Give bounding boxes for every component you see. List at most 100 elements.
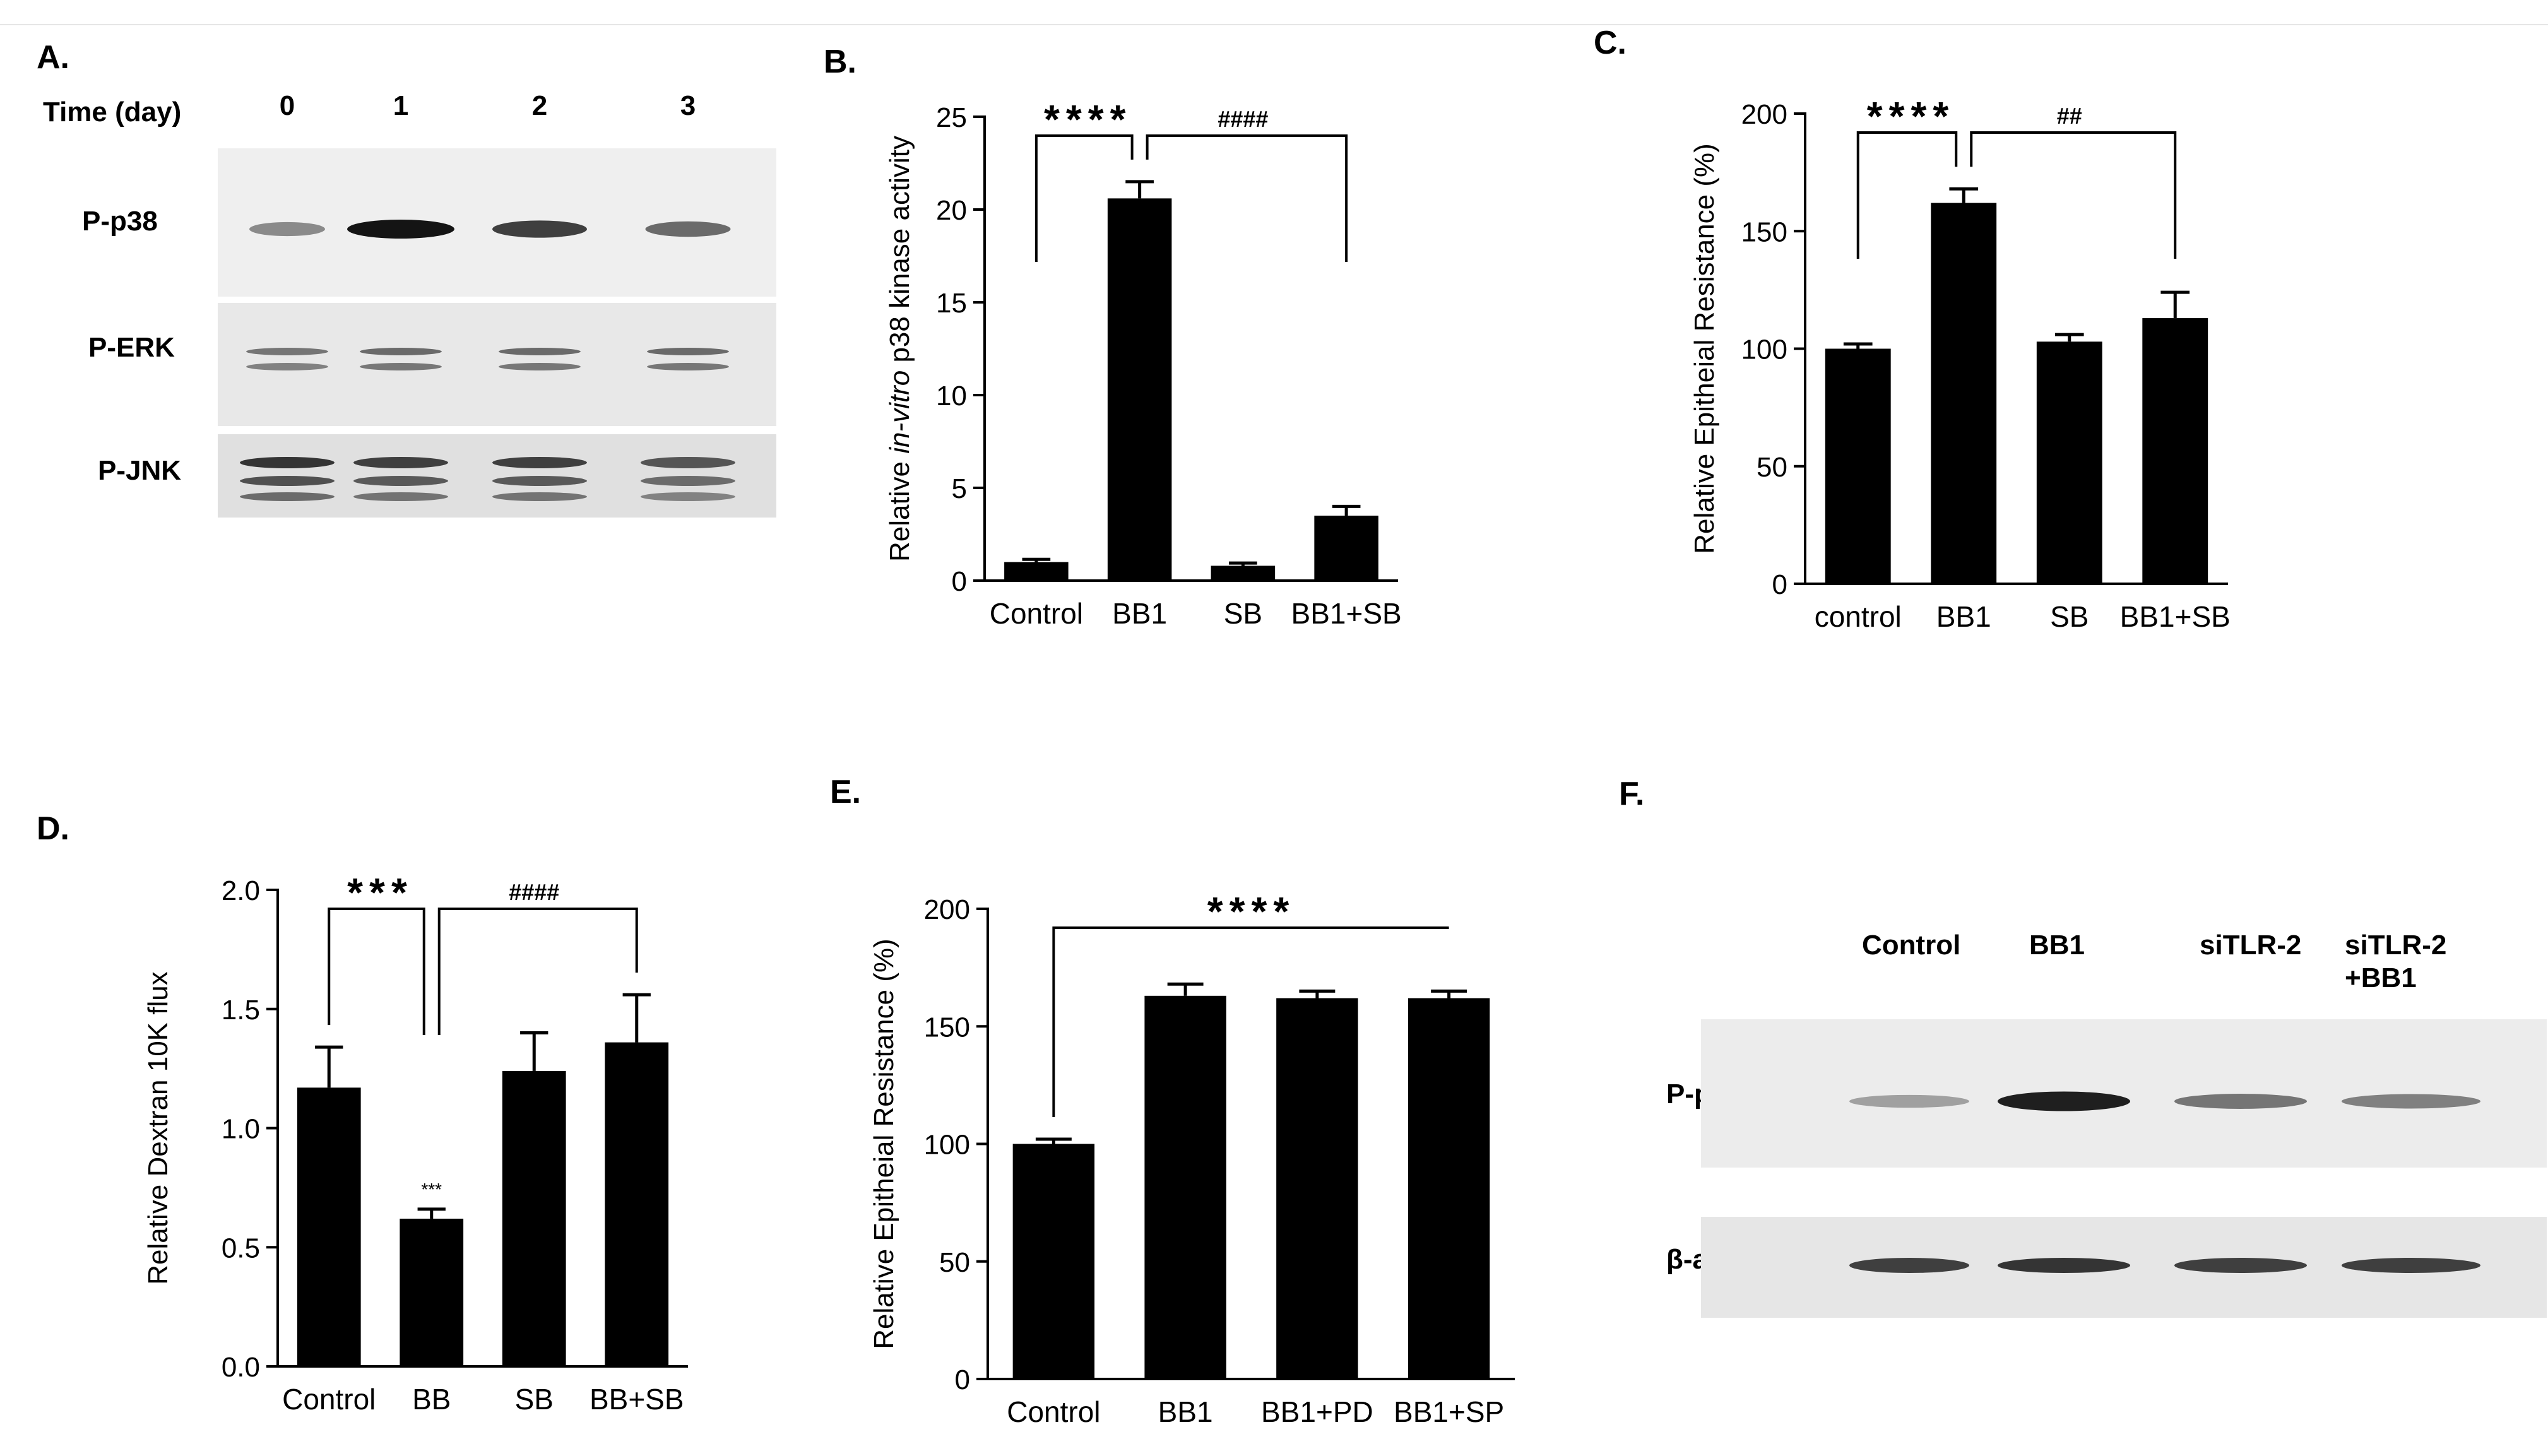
band-p-p38-day3 — [645, 221, 731, 237]
panel-a-western-blot: Time (day) 0 1 2 3 P-p38 P-ERK P-JNK — [43, 90, 776, 518]
band-f-beta-actin-lane0 — [1849, 1258, 1969, 1273]
bar-SB — [502, 1070, 566, 1366]
band-p-erk-lower-day0 — [246, 363, 328, 370]
lane-label-line: +BB1 — [2345, 962, 2417, 993]
band-p-jnk-3-day1 — [353, 492, 448, 501]
band-p-jnk-2-day0 — [240, 476, 335, 486]
bar-BB+SB — [605, 1042, 669, 1366]
y-tick-label: 25 — [936, 102, 967, 133]
significance-label: *** — [347, 870, 413, 915]
panel-f-western-blot: Control BB1 siTLR-2 siTLR-2+BB1 P-p38 β-… — [1666, 930, 2547, 1318]
significance-bracket — [1034, 134, 1134, 262]
y-axis-label: Relative Epitheial Resistance (%) — [1689, 143, 1720, 554]
y-tick-label: 0 — [1772, 569, 1787, 600]
band-p-erk-lower-day1 — [360, 363, 442, 370]
x-tick-label: SB — [515, 1383, 554, 1416]
panel-e-label: E. — [830, 774, 861, 810]
panel-a-label: A. — [37, 39, 69, 76]
band-p-jnk-2-day1 — [353, 476, 448, 486]
blot-row-label-p-p38: P-p38 — [82, 206, 158, 237]
y-tick-label: 15 — [936, 288, 967, 319]
x-tick-label: BB1+SB — [2120, 600, 2231, 633]
band-f-p-p38-lane2 — [2174, 1094, 2307, 1109]
x-tick-label: BB1 — [1112, 597, 1167, 630]
panel-d-bar-chart: 0.0 0.5 1.0 1.5 2.0 Relative Dextran 10K flux… — [143, 870, 688, 1416]
y-tick-label: 1.0 — [222, 1114, 260, 1145]
bar-BB1+PD — [1276, 998, 1358, 1379]
band-p-erk-lower-day3 — [647, 363, 729, 370]
panel-d-label: D. — [37, 810, 69, 847]
band-p-p38-day2 — [492, 220, 587, 238]
y-tick-label: 150 — [1741, 216, 1787, 247]
x-tick-label: BB1 — [1158, 1395, 1213, 1428]
band-p-jnk-1-day2 — [492, 457, 587, 468]
x-tick-label: control — [1815, 600, 1902, 633]
bar-Control — [297, 1087, 361, 1366]
time-label-2: 2 — [532, 90, 547, 121]
lane-label-control: Control — [1862, 930, 1960, 961]
y-axis-label-part: Relative Dextran 10K flux — [143, 971, 174, 1284]
bar-BB1 — [1107, 198, 1172, 581]
y-tick-label: 50 — [939, 1247, 970, 1278]
y-axis-label: Relative in-vitro p38 kinase activity — [884, 136, 915, 562]
bar-BB — [400, 1218, 464, 1366]
significance-label: **** — [1207, 889, 1296, 934]
bar-BB1+SB — [1314, 516, 1378, 581]
y-tick-label: 5 — [952, 473, 967, 504]
significance-bracket — [1970, 131, 2177, 259]
panel-c-label: C. — [1594, 25, 1627, 61]
band-p-jnk-3-day2 — [492, 492, 587, 501]
significance-label: ## — [2057, 103, 2082, 129]
band-p-erk-upper-day2 — [499, 348, 581, 355]
lane-label-line: siTLR-2 — [2345, 930, 2446, 961]
band-p-erk-lower-day2 — [499, 363, 581, 370]
bar-significance-mark: *** — [421, 1180, 442, 1199]
y-tick-label: 0 — [952, 566, 967, 597]
significance-label: #### — [1218, 106, 1268, 132]
band-p-jnk-1-day1 — [353, 457, 448, 468]
band-f-p-p38-lane0 — [1849, 1094, 1969, 1108]
y-tick-label: 200 — [924, 894, 970, 925]
band-f-p-p38-lane1 — [1998, 1091, 2130, 1111]
y-axis-label: Relative Dextran 10K flux — [143, 971, 174, 1284]
y-tick-label: 0.5 — [222, 1233, 260, 1264]
y-axis-label-part: Relative Epitheial Resistance (%) — [868, 938, 899, 1349]
bar-BB1+SP — [1407, 998, 1490, 1379]
significance-bracket — [328, 908, 425, 1035]
lane-label-sitlr2: siTLR-2 — [2200, 930, 2301, 961]
band-f-p-p38-lane3 — [2342, 1094, 2480, 1109]
x-tick-label: BB1+SB — [1291, 597, 1402, 630]
y-axis-label-part: in-vitro — [884, 370, 915, 454]
band-p-erk-upper-day0 — [246, 348, 328, 355]
panel-b-bar-chart: 0 5 10 15 20 25 Relative in-vitro p38 kinase a… — [884, 97, 1402, 630]
band-p-jnk-1-day0 — [240, 457, 335, 468]
blot-strip-p-p38 — [1701, 1019, 2547, 1168]
band-f-beta-actin-lane2 — [2174, 1258, 2307, 1273]
y-tick-label: 150 — [924, 1012, 970, 1043]
bar-Control — [1012, 1144, 1095, 1379]
x-tick-label: BB1+SP — [1394, 1395, 1504, 1428]
panel-f-label: F. — [1619, 776, 1644, 812]
time-label-3: 3 — [680, 90, 696, 121]
band-p-p38-day1 — [347, 220, 454, 239]
y-tick-label: 10 — [936, 381, 967, 411]
y-tick-label: 2.0 — [222, 875, 260, 906]
bar-BB1 — [1144, 995, 1226, 1379]
bar-Control — [1004, 562, 1069, 581]
y-axis-label-part: Relative Epitheial Resistance (%) — [1689, 143, 1720, 554]
blot-row-label-p-jnk: P-JNK — [98, 455, 181, 486]
y-tick-label: 50 — [1757, 452, 1787, 483]
time-day-label: Time (day) — [43, 97, 181, 127]
x-tick-label: SB — [2050, 600, 2089, 633]
bar-BB1 — [1931, 203, 1997, 584]
significance-label: **** — [1867, 93, 1955, 139]
y-tick-label: 0 — [955, 1364, 970, 1395]
lane-label-bb1: BB1 — [2029, 930, 2085, 961]
y-axis-label-part: p38 kinase activity — [884, 136, 915, 370]
significance-label: #### — [509, 879, 559, 905]
x-tick-label: Control — [282, 1383, 376, 1416]
y-tick-label: 100 — [924, 1130, 970, 1161]
x-tick-label: SB — [1224, 597, 1262, 630]
bar-control — [1825, 348, 1891, 584]
